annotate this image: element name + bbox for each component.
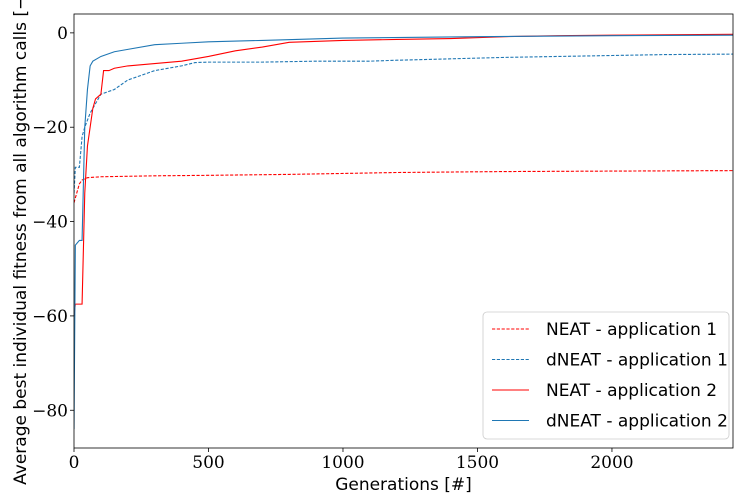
- y-tick-label: −40: [32, 213, 68, 233]
- legend-label-2: dNEAT - application 1: [546, 351, 728, 371]
- y-axis-label: Average best individual fitness from all…: [11, 0, 31, 485]
- x-tick-label: 1000: [321, 453, 364, 473]
- x-tick-label: 2000: [590, 453, 633, 473]
- legend-label-1: NEAT - application 1: [546, 320, 717, 340]
- axes: [73, 13, 734, 449]
- x-axis-label: Generations [#]: [335, 475, 472, 495]
- plot-area: [74, 33, 733, 430]
- y-tick-label: −80: [32, 401, 68, 421]
- series-line-3: [74, 33, 733, 316]
- legend: NEAT - application 1 dNEAT - application …: [482, 311, 730, 440]
- x-tick-label: 500: [192, 453, 224, 473]
- tick-marks: [70, 32, 613, 452]
- y-tick-label: −20: [32, 118, 68, 138]
- series-line-1: [74, 170, 733, 203]
- x-tick-label: 0: [69, 453, 80, 473]
- y-tick-labels: 0 −20 −40 −60 −80: [32, 24, 68, 421]
- plot-frame: [73, 13, 734, 449]
- y-tick-label: −60: [32, 307, 68, 327]
- legend-label-3: NEAT - application 2: [546, 381, 717, 401]
- x-tick-label: 1500: [456, 453, 499, 473]
- x-tick-labels: 0 500 1000 1500 2000: [69, 453, 634, 473]
- legend-label-4: dNEAT - application 2: [546, 412, 728, 432]
- legend-box: [482, 311, 730, 440]
- series-line-4: [74, 34, 733, 430]
- series-line-2: [74, 53, 733, 194]
- y-tick-label: 0: [57, 24, 68, 44]
